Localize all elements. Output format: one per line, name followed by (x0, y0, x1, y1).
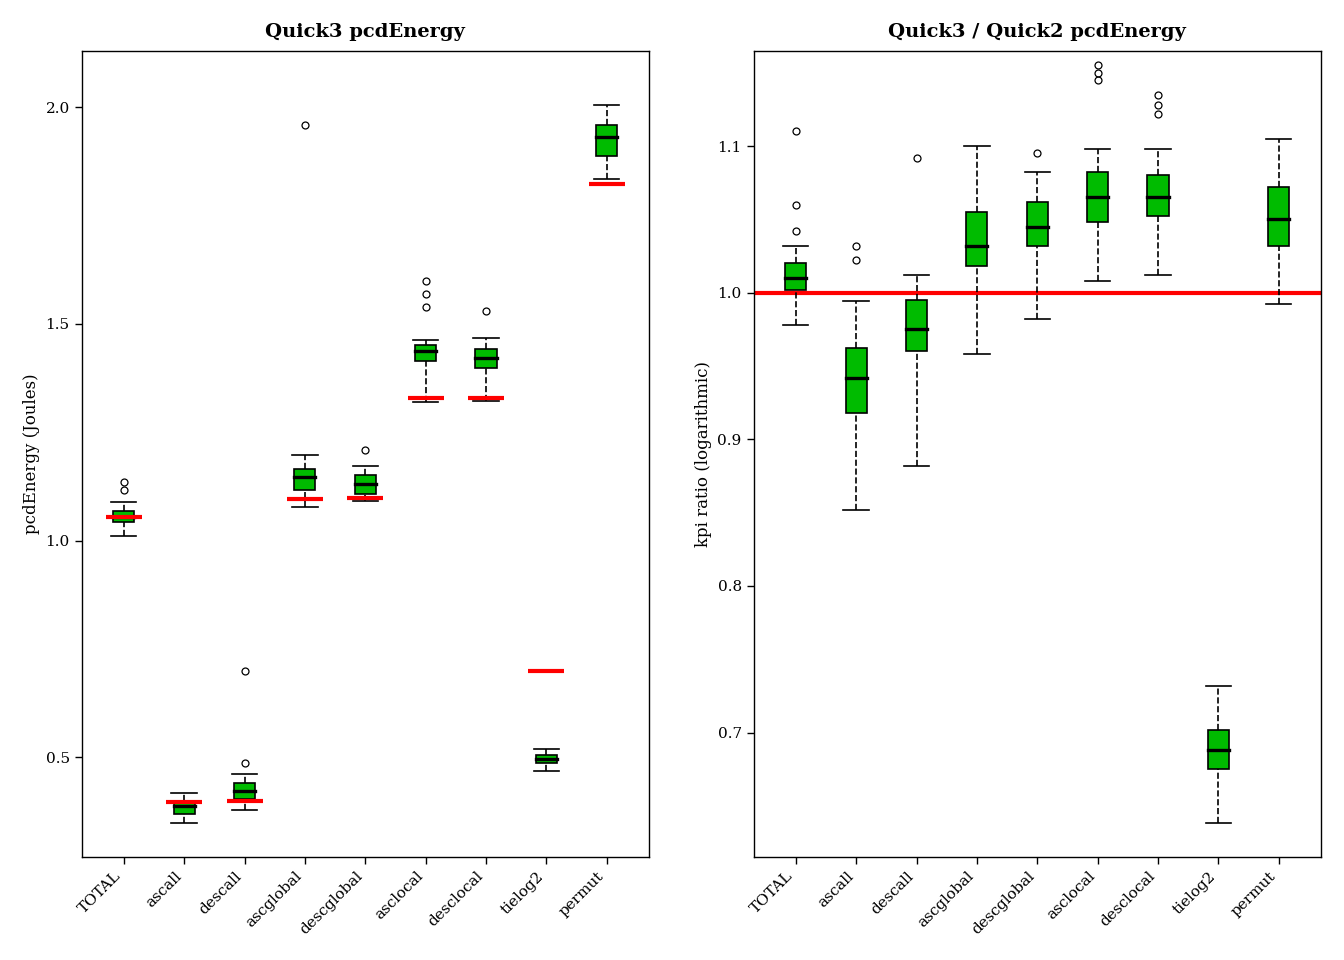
Title: Quick3 / Quick2 pcdEnergy: Quick3 / Quick2 pcdEnergy (888, 23, 1187, 41)
Bar (476, 349, 497, 368)
Bar (906, 300, 927, 351)
Bar (597, 126, 617, 156)
Bar (355, 475, 376, 493)
Y-axis label: kpi ratio (logarithmic): kpi ratio (logarithmic) (695, 361, 712, 547)
Bar (415, 345, 437, 361)
Bar (234, 783, 255, 800)
Bar (1148, 176, 1169, 216)
Bar (1208, 730, 1228, 769)
Y-axis label: pcdEnergy (Joules): pcdEnergy (Joules) (23, 373, 40, 535)
Bar (536, 755, 556, 762)
Bar (1269, 187, 1289, 246)
Bar (173, 801, 195, 814)
Bar (294, 469, 316, 490)
Bar (113, 511, 134, 522)
Title: Quick3 pcdEnergy: Quick3 pcdEnergy (265, 23, 465, 41)
Bar (785, 263, 806, 290)
Bar (845, 348, 867, 413)
Bar (1087, 173, 1109, 223)
Bar (966, 212, 988, 266)
Bar (1027, 202, 1048, 246)
